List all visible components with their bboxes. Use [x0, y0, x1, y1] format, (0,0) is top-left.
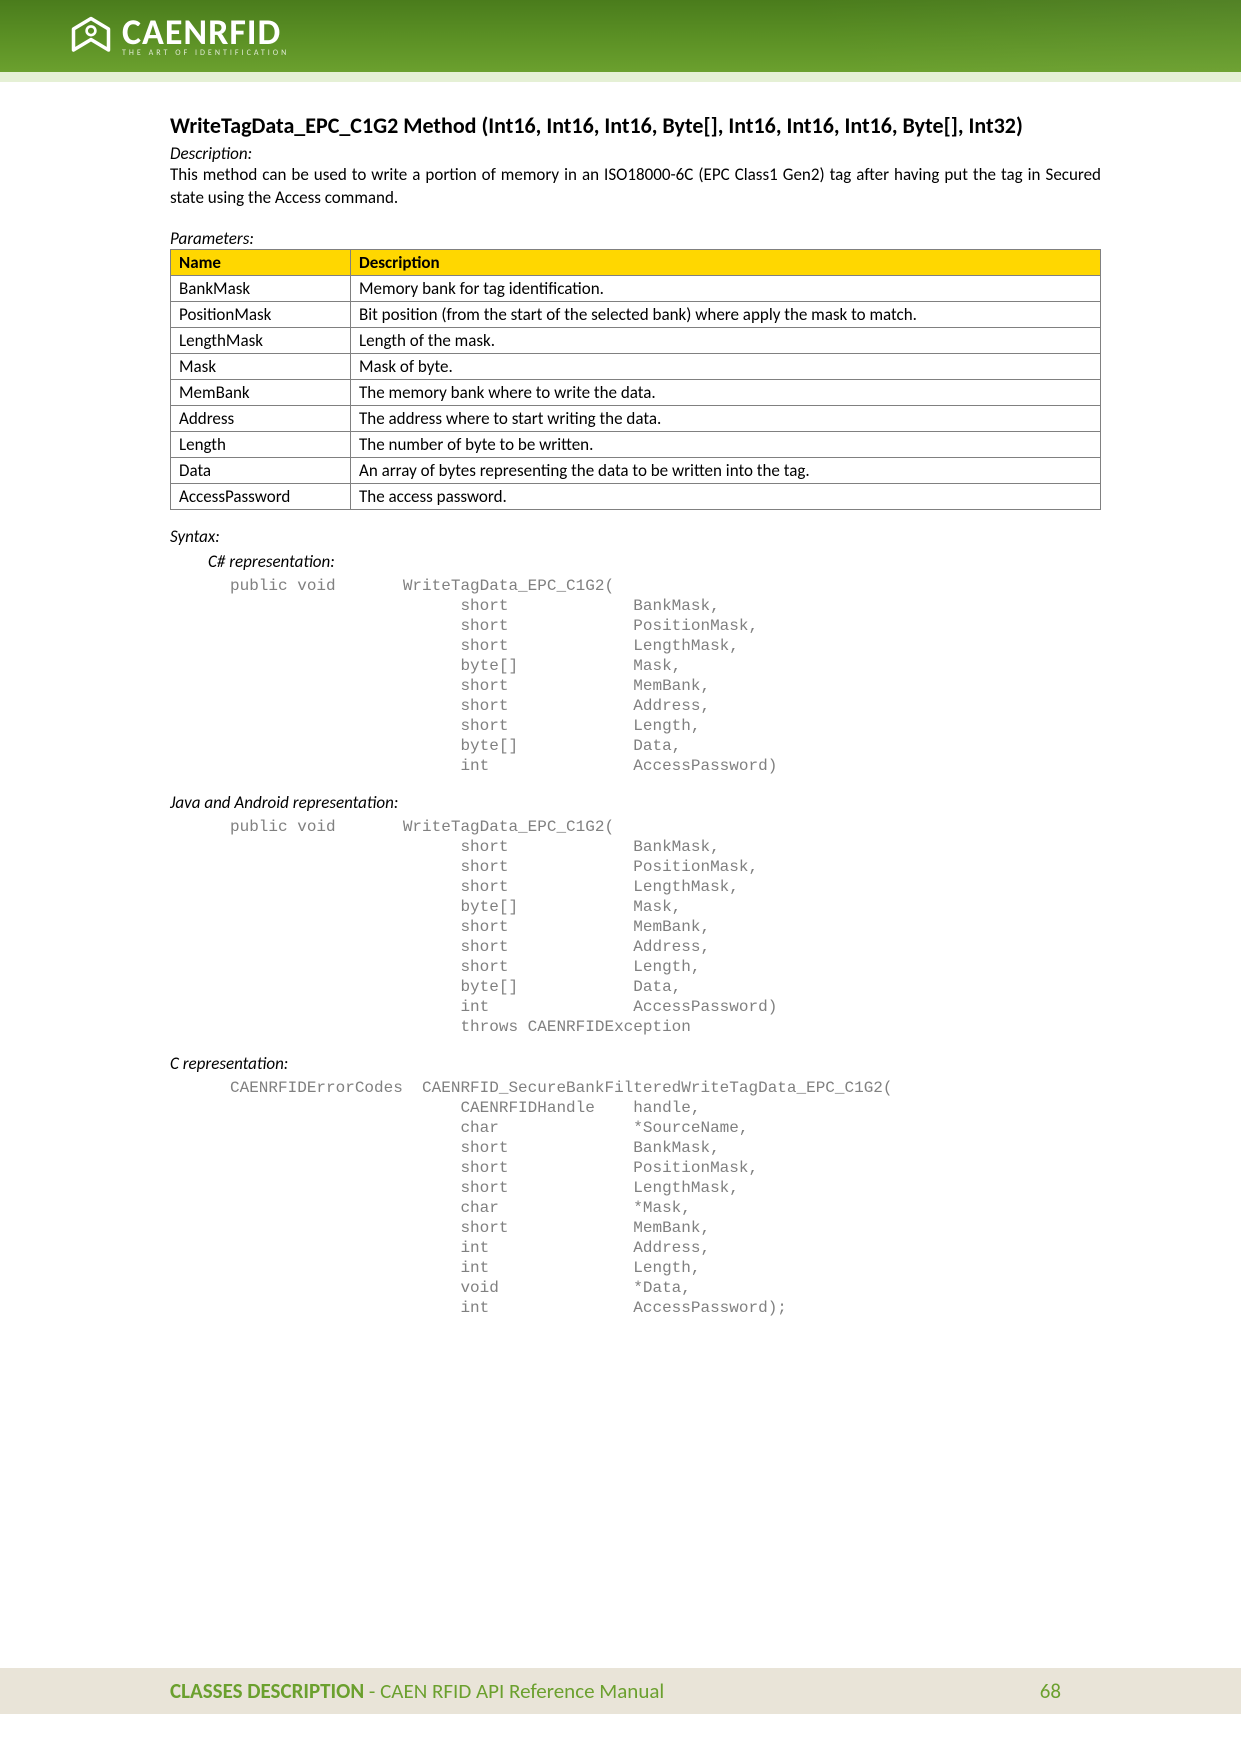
footer-section: CLASSES DESCRIPTION [170, 1678, 364, 1704]
table-row: AddressThe address where to start writin… [171, 405, 1101, 431]
header-band: CAENRFID THE ART OF IDENTIFICATION [0, 0, 1241, 72]
csharp-code: public void WriteTagData_EPC_C1G2( short… [230, 576, 1101, 776]
page-content: WriteTagData_EPC_C1G2 Method (Int16, Int… [0, 82, 1241, 1364]
table-row: DataAn array of bytes representing the d… [171, 457, 1101, 483]
page-number: 68 [1040, 1678, 1061, 1704]
c-label: C representation: [170, 1053, 1101, 1074]
brand-tagline: THE ART OF IDENTIFICATION [122, 48, 289, 58]
param-th-name: Name [171, 249, 351, 275]
param-th-desc: Description [351, 249, 1101, 275]
param-name: LengthMask [171, 327, 351, 353]
description-text: This method can be used to write a porti… [170, 164, 1101, 210]
brand-name: CAENRFID [122, 14, 289, 50]
table-row: PositionMaskBit position (from the start… [171, 301, 1101, 327]
description-label: Description: [170, 143, 1101, 164]
param-name: Data [171, 457, 351, 483]
syntax-label: Syntax: [170, 526, 1101, 547]
table-row: MaskMask of byte. [171, 353, 1101, 379]
param-desc: The memory bank where to write the data. [351, 379, 1101, 405]
table-row: AccessPasswordThe access password. [171, 483, 1101, 509]
logo-icon [70, 15, 112, 57]
param-desc: Length of the mask. [351, 327, 1101, 353]
header-divider [0, 72, 1241, 82]
param-desc: The access password. [351, 483, 1101, 509]
table-row: BankMaskMemory bank for tag identificati… [171, 275, 1101, 301]
page-footer: CLASSES DESCRIPTION - CAEN RFID API Refe… [0, 1668, 1241, 1714]
param-desc: Memory bank for tag identification. [351, 275, 1101, 301]
java-label: Java and Android representation: [170, 792, 1101, 813]
csharp-label: C# representation: [208, 551, 1101, 572]
param-desc: The number of byte to be written. [351, 431, 1101, 457]
table-row: LengthThe number of byte to be written. [171, 431, 1101, 457]
param-name: MemBank [171, 379, 351, 405]
parameters-label: Parameters: [170, 228, 1101, 249]
brand-logo: CAENRFID THE ART OF IDENTIFICATION [70, 14, 289, 58]
java-code: public void WriteTagData_EPC_C1G2( short… [230, 817, 1101, 1037]
param-name: Address [171, 405, 351, 431]
table-row: LengthMaskLength of the mask. [171, 327, 1101, 353]
table-row: MemBankThe memory bank where to write th… [171, 379, 1101, 405]
param-name: AccessPassword [171, 483, 351, 509]
footer-title: CLASSES DESCRIPTION - CAEN RFID API Refe… [170, 1678, 664, 1704]
method-title: WriteTagData_EPC_C1G2 Method (Int16, Int… [170, 112, 1101, 139]
c-code: CAENRFIDErrorCodes CAENRFID_SecureBankFi… [230, 1078, 1101, 1318]
param-desc: An array of bytes representing the data … [351, 457, 1101, 483]
param-desc: The address where to start writing the d… [351, 405, 1101, 431]
param-name: BankMask [171, 275, 351, 301]
footer-doc: - CAEN RFID API Reference Manual [364, 1678, 664, 1704]
param-desc: Bit position (from the start of the sele… [351, 301, 1101, 327]
param-name: Length [171, 431, 351, 457]
param-name: PositionMask [171, 301, 351, 327]
param-name: Mask [171, 353, 351, 379]
parameters-table: Name Description BankMaskMemory bank for… [170, 249, 1101, 510]
param-desc: Mask of byte. [351, 353, 1101, 379]
